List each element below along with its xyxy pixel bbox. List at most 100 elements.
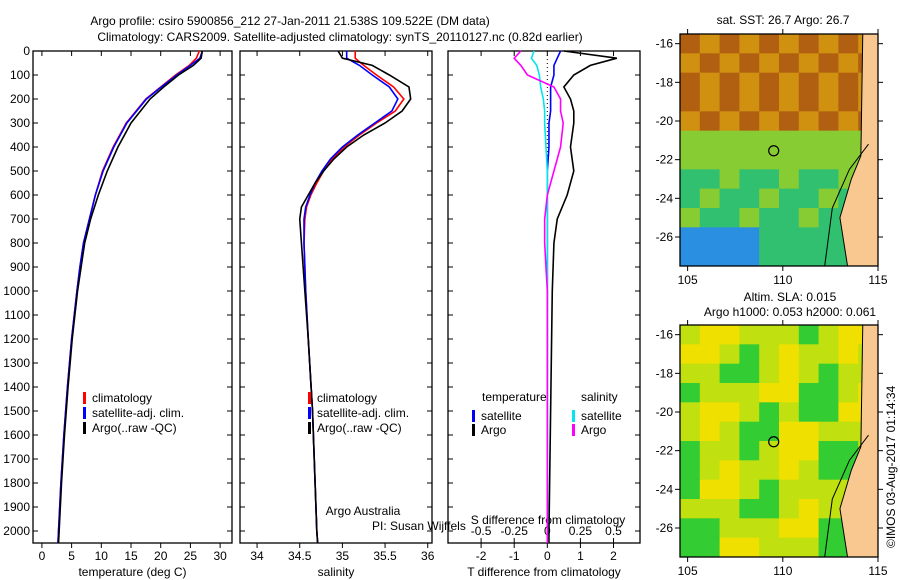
x-tick-label: 30 — [213, 549, 227, 563]
argo-location-marker — [768, 436, 780, 448]
map-field-cell — [699, 246, 721, 267]
sst-map-title: sat. SST: 26.7 Argo: 26.7 — [717, 13, 850, 27]
map-field-cell — [759, 325, 780, 345]
map-field-cell — [739, 383, 760, 403]
map-field-cell — [739, 460, 760, 481]
map-field-cell — [779, 130, 800, 151]
map-x-tick-label: 110 — [773, 564, 792, 578]
map-field-cell — [798, 402, 820, 423]
map-x-tick-label: 115 — [868, 564, 887, 578]
map-field-cell — [779, 92, 800, 112]
map-field-cell — [739, 34, 760, 54]
map-field-cell — [818, 92, 839, 112]
map-field-cell — [838, 325, 859, 345]
x-tick-label: 10 — [95, 549, 109, 563]
map-field-cell — [798, 518, 820, 539]
map-field-cell — [759, 169, 780, 190]
temperature-xlabel: temperature (deg C) — [78, 565, 186, 579]
map-field-cell — [680, 460, 701, 481]
legend-label: Argo — [581, 423, 607, 437]
map-field-cell — [759, 188, 780, 209]
map-field-cell — [779, 421, 800, 442]
map-field-cell — [739, 499, 760, 519]
map-field-cell — [838, 130, 859, 151]
map-field-cell — [818, 188, 839, 209]
map-field-cell — [699, 130, 721, 151]
argo-location-marker — [768, 145, 780, 157]
credit-text: ©IMOS 03-Aug-2017 01:14:34 — [884, 385, 898, 548]
map-field-cell — [759, 246, 780, 267]
map-field-cell — [818, 53, 839, 74]
differences-xlabel: T difference from climatology — [467, 565, 621, 579]
map-field-cell — [739, 53, 760, 74]
map-field-cell — [759, 208, 780, 228]
map-y-tick-label: -24 — [656, 191, 674, 205]
differences-series-s-argo — [513, 50, 565, 543]
map-frame — [679, 324, 879, 558]
differences-series-s-satellite — [530, 50, 549, 543]
x-tick-label: 35 — [336, 549, 350, 563]
map-field-cell — [779, 34, 800, 54]
legend-label: satellite — [581, 409, 622, 423]
y-tick-label: 500 — [10, 164, 30, 178]
map-field-cell — [680, 402, 701, 423]
map-field-cell — [798, 499, 820, 519]
salinity-xlabel: salinity — [318, 565, 355, 579]
map-field-cell — [680, 188, 701, 209]
map-field-cell — [818, 72, 839, 93]
map-field-cell — [798, 460, 820, 481]
legend-swatch — [572, 410, 575, 422]
map-field-cell — [719, 34, 740, 54]
map-field-cell — [818, 208, 839, 228]
map-field-cell — [739, 111, 760, 132]
y-tick-label: 800 — [10, 236, 30, 250]
legend-swatch — [83, 422, 86, 434]
map-frame — [679, 33, 879, 267]
map-field-cell — [719, 421, 740, 442]
map-field-cell — [818, 130, 839, 151]
map-field-cell — [759, 499, 780, 519]
map-field-cell — [719, 499, 740, 519]
map-field-cell — [818, 344, 839, 365]
y-tick-label: 1100 — [4, 308, 30, 322]
map-field-cell — [719, 441, 740, 461]
x2-tick-label: -0.5 — [471, 524, 492, 538]
x-tick-label: 0 — [39, 549, 46, 563]
map-field-cell — [838, 72, 859, 93]
x-tick-label: 0 — [544, 549, 551, 563]
map-field-cell — [779, 169, 800, 190]
legend-s-title: salinity — [581, 390, 618, 404]
map-field-cell — [759, 383, 780, 403]
y-tick-label: 1200 — [3, 332, 30, 346]
salinity-annotation-1: Argo Australia — [326, 504, 401, 518]
map-field-cell — [838, 92, 859, 112]
map-field-cell — [838, 402, 859, 423]
map-field-cell — [798, 92, 820, 112]
map-field-cell — [798, 130, 820, 151]
map-field-cell — [779, 537, 800, 558]
x-tick-label: 20 — [154, 549, 168, 563]
y-tick-label: 1300 — [3, 356, 30, 370]
map-field-cell — [680, 246, 701, 267]
map-field-cell — [739, 92, 760, 112]
map-field-cell — [680, 169, 701, 190]
temperature-axes-frame — [32, 50, 233, 544]
map-field-cell — [739, 325, 760, 345]
map-field-cell — [719, 92, 740, 112]
map-field-cell — [699, 441, 721, 461]
temperature-series-argo — [57, 50, 204, 544]
map-field-cell — [739, 537, 760, 558]
map-y-tick-label: -26 — [656, 230, 674, 244]
map-field-cell — [779, 208, 800, 228]
map-field-cell — [680, 53, 701, 74]
map-field-cell — [759, 150, 780, 170]
y-tick-label: 400 — [10, 140, 30, 154]
map-field-cell — [719, 227, 740, 248]
map-field-cell — [699, 344, 721, 365]
sla-map-title-1: Altim. SLA: 0.015 — [744, 290, 837, 304]
x-tick-label: 5 — [68, 549, 75, 563]
map-field-cell — [739, 188, 760, 209]
map-field-cell — [739, 208, 760, 228]
map-y-tick-label: -22 — [656, 444, 674, 458]
